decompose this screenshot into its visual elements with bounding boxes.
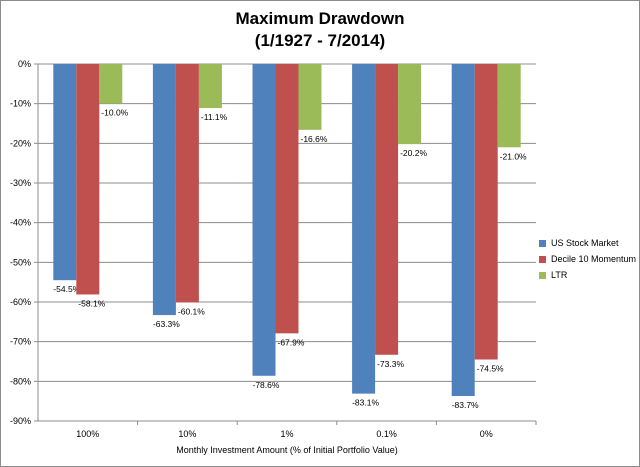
legend-item-us-stock-market: US Stock Market bbox=[539, 235, 636, 251]
bar bbox=[99, 64, 123, 104]
data-label: -11.1% bbox=[201, 112, 228, 122]
data-label: -20.2% bbox=[400, 148, 427, 158]
bar bbox=[252, 64, 276, 376]
data-label: -54.5% bbox=[53, 284, 80, 294]
data-label: -73.3% bbox=[377, 359, 404, 369]
y-tick-label: -60% bbox=[10, 297, 31, 307]
data-label: -21.0% bbox=[500, 151, 527, 161]
x-tick-label: 10% bbox=[178, 429, 196, 439]
y-tick-label: -40% bbox=[10, 218, 31, 228]
legend-label-us-stock-market: US Stock Market bbox=[551, 238, 619, 248]
bar bbox=[375, 64, 399, 355]
bar bbox=[152, 64, 176, 316]
y-tick-label: -80% bbox=[10, 376, 31, 386]
data-label: -83.1% bbox=[352, 398, 379, 408]
x-tick-label: 0% bbox=[480, 429, 493, 439]
legend-label-decile-10-momentum: Decile 10 Momentum bbox=[551, 254, 637, 264]
bar bbox=[352, 64, 376, 394]
data-label: -60.1% bbox=[178, 306, 205, 316]
data-label: -67.9% bbox=[278, 337, 305, 347]
data-label: -63.3% bbox=[153, 319, 180, 329]
y-tick-label: -30% bbox=[10, 178, 31, 188]
y-tick-label: -50% bbox=[10, 257, 31, 267]
legend-swatch-us-stock-market bbox=[539, 239, 546, 247]
x-tick-label: 0.1% bbox=[376, 429, 397, 439]
data-label: -16.6% bbox=[301, 134, 328, 144]
bar bbox=[53, 64, 77, 281]
bar bbox=[451, 64, 475, 397]
y-tick-label: -20% bbox=[10, 138, 31, 148]
data-label: -78.6% bbox=[253, 380, 280, 390]
bar bbox=[198, 64, 222, 109]
data-label: -58.1% bbox=[78, 298, 105, 308]
legend-swatch-decile-10-momentum bbox=[539, 255, 546, 263]
legend-swatch-ltr bbox=[539, 271, 546, 279]
y-tick-label: 0% bbox=[18, 59, 31, 69]
bar bbox=[474, 64, 498, 360]
bar bbox=[298, 64, 322, 130]
x-tick-label: 1% bbox=[280, 429, 293, 439]
data-label: -83.7% bbox=[452, 400, 479, 410]
bar bbox=[76, 64, 100, 295]
x-tick-label: 100% bbox=[76, 429, 99, 439]
chart-subtitle: (1/1927 - 7/2014) bbox=[254, 31, 386, 50]
y-tick-label: -70% bbox=[10, 337, 31, 347]
legend-item-ltr: LTR bbox=[539, 267, 636, 283]
chart-title: Maximum Drawdown bbox=[235, 9, 405, 28]
legend: US Stock Market Decile 10 Momentum LTR bbox=[539, 235, 636, 283]
bar bbox=[175, 64, 199, 303]
x-axis-title: Monthly Investment Amount (% of Initial … bbox=[176, 445, 397, 455]
bar bbox=[497, 64, 521, 148]
bar bbox=[398, 64, 422, 145]
data-label: -74.5% bbox=[477, 364, 504, 374]
legend-label-ltr: LTR bbox=[551, 270, 568, 280]
y-tick-label: -90% bbox=[10, 416, 31, 426]
legend-item-decile-10-momentum: Decile 10 Momentum bbox=[539, 251, 636, 267]
bar bbox=[275, 64, 299, 334]
data-label: -10.0% bbox=[101, 108, 128, 118]
y-tick-label: -10% bbox=[10, 99, 31, 109]
